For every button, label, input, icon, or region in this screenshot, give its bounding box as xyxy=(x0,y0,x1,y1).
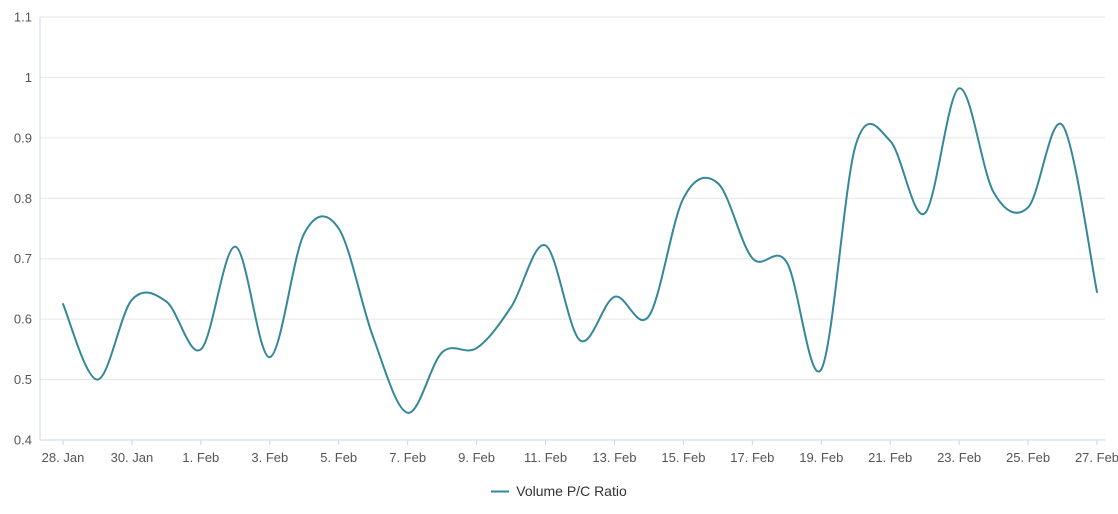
x-axis-label: 30. Jan xyxy=(111,450,154,465)
x-axis-label: 28. Jan xyxy=(42,450,85,465)
y-axis-label: 1.1 xyxy=(14,10,32,25)
legend-item-volume-pc-ratio[interactable]: Volume P/C Ratio xyxy=(0,472,1118,510)
x-axis-label: 21. Feb xyxy=(868,450,912,465)
series-line-volume-pc-ratio xyxy=(62,87,1098,414)
x-axis-label: 5. Feb xyxy=(320,450,357,465)
y-axis-label: 0.6 xyxy=(14,312,32,327)
x-axis-label: 1. Feb xyxy=(182,450,219,465)
legend-line-icon xyxy=(491,490,510,492)
y-axis-label: 1 xyxy=(25,70,32,85)
x-axis-label: 11. Feb xyxy=(524,450,567,465)
x-axis-label: 27. Feb xyxy=(1075,450,1118,465)
x-axis-label: 9. Feb xyxy=(458,450,495,465)
x-axis-label: 17. Feb xyxy=(730,450,774,465)
x-axis-label: 13. Feb xyxy=(592,450,636,465)
legend-label: Volume P/C Ratio xyxy=(516,483,627,499)
y-axis-label: 0.7 xyxy=(14,251,32,266)
x-axis-label: 23. Feb xyxy=(937,450,981,465)
x-axis-label: 19. Feb xyxy=(799,450,843,465)
x-axis-label: 3. Feb xyxy=(251,450,288,465)
y-axis-label: 0.9 xyxy=(14,130,32,145)
x-axis-label: 15. Feb xyxy=(661,450,705,465)
y-axis-label: 0.4 xyxy=(14,433,32,448)
y-axis-label: 0.5 xyxy=(14,372,32,387)
x-axis-label: 25. Feb xyxy=(1006,450,1050,465)
x-axis-label: 7. Feb xyxy=(389,450,426,465)
chart-canvas: 0.4 0.5 0.6 0.7 0.8 0.9 1 1.1 28. Jan 30. Jan 1. F… xyxy=(14,10,1118,466)
y-axis-label: 0.8 xyxy=(14,191,32,206)
